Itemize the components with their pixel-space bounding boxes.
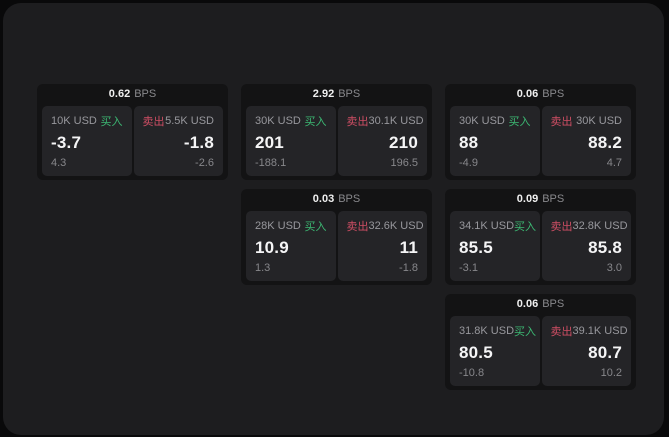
- sell-delta: 4.7: [606, 157, 622, 169]
- bps-value: 2.92: [312, 88, 335, 100]
- card-body: 31.8K USD 买入 80.5 -10.8 卖出 39.1K USD 80.…: [445, 315, 636, 390]
- sell-amount: 5.5K USD: [165, 115, 214, 127]
- quote-card-grid: 0.62 BPS 10K USD 买入 -3.7 4.3 卖出 5.5K USD: [37, 84, 636, 390]
- sell-delta: 3.0: [606, 262, 622, 274]
- bps-value: 0.06: [516, 298, 539, 310]
- buy-value: 201: [255, 133, 284, 152]
- buy-amount: 10K USD: [51, 115, 97, 127]
- buy-tag: 买入: [508, 116, 531, 128]
- bps-unit-label: BPS: [338, 193, 361, 205]
- bps-value: 0.62: [108, 88, 131, 100]
- buy-tag: 买入: [304, 116, 327, 128]
- card-body: 34.1K USD 买入 85.5 -3.1 卖出 32.8K USD 85.8…: [445, 210, 636, 285]
- sell-amount: 39.1K USD: [572, 325, 628, 337]
- sell-delta: -1.8: [399, 262, 418, 274]
- sell-amount: 30K USD: [576, 115, 622, 127]
- card-header: 0.09 BPS: [445, 189, 636, 210]
- buy-value: 10.9: [255, 238, 289, 257]
- card-body: 30K USD 买入 88 -4.9 卖出 30K USD 88.2 4.7: [445, 105, 636, 180]
- sell-tile[interactable]: 卖出 32.6K USD 11 -1.8: [337, 211, 427, 281]
- sell-amount: 32.8K USD: [572, 220, 628, 232]
- card-header: 0.03 BPS: [241, 189, 432, 210]
- buy-tile[interactable]: 30K USD 买入 201 -188.1: [246, 106, 336, 176]
- sell-value: 85.8: [588, 238, 622, 257]
- buy-tag: 买入: [514, 221, 537, 233]
- buy-delta: 4.3: [51, 157, 67, 169]
- bps-value: 0.03: [312, 193, 335, 205]
- sell-tag: 卖出: [346, 116, 369, 128]
- buy-tile[interactable]: 31.8K USD 买入 80.5 -10.8: [450, 316, 540, 386]
- bps-value: 0.06: [516, 88, 539, 100]
- buy-amount: 30K USD: [255, 115, 301, 127]
- card-header: 0.62 BPS: [37, 84, 228, 105]
- sell-tag: 卖出: [142, 116, 165, 128]
- card-body: 30K USD 买入 201 -188.1 卖出 30.1K USD 210 1…: [241, 105, 432, 180]
- sell-value: 11: [399, 238, 418, 257]
- sell-tag: 卖出: [550, 326, 573, 338]
- sell-delta: -2.6: [195, 157, 214, 169]
- buy-value: 85.5: [459, 238, 493, 257]
- bps-unit-label: BPS: [542, 193, 565, 205]
- sell-tag: 卖出: [346, 221, 369, 233]
- quote-card: 0.06 BPS 30K USD 买入 88 -4.9 卖出 30K USD: [445, 84, 636, 180]
- sell-tile[interactable]: 卖出 30.1K USD 210 196.5: [337, 106, 427, 176]
- buy-tile[interactable]: 30K USD 买入 88 -4.9: [450, 106, 540, 176]
- quote-card: 0.62 BPS 10K USD 买入 -3.7 4.3 卖出 5.5K USD: [37, 84, 228, 180]
- buy-delta: -10.8: [459, 367, 485, 379]
- sell-amount: 32.6K USD: [368, 220, 424, 232]
- sell-value: 210: [389, 133, 418, 152]
- buy-delta: 1.3: [255, 262, 271, 274]
- sell-value: 88.2: [588, 133, 622, 152]
- buy-tag: 买入: [514, 326, 537, 338]
- buy-tag: 买入: [304, 221, 327, 233]
- buy-value: 80.5: [459, 343, 493, 362]
- buy-amount: 28K USD: [255, 220, 301, 232]
- card-body: 10K USD 买入 -3.7 4.3 卖出 5.5K USD -1.8 -2.…: [37, 105, 228, 180]
- buy-value: -3.7: [51, 133, 82, 152]
- buy-value: 88: [459, 133, 479, 152]
- buy-tag: 买入: [100, 116, 123, 128]
- buy-delta: -4.9: [459, 157, 478, 169]
- bps-unit-label: BPS: [542, 88, 565, 100]
- sell-tile[interactable]: 卖出 30K USD 88.2 4.7: [541, 106, 631, 176]
- quote-card: 0.06 BPS 31.8K USD 买入 80.5 -10.8 卖出 39.1…: [445, 294, 636, 390]
- buy-amount: 31.8K USD: [459, 325, 515, 337]
- sell-delta: 196.5: [390, 157, 418, 169]
- sell-tile[interactable]: 卖出 32.8K USD 85.8 3.0: [541, 211, 631, 281]
- card-body: 28K USD 买入 10.9 1.3 卖出 32.6K USD 11 -1.8: [241, 210, 432, 285]
- sell-value: 80.7: [588, 343, 622, 362]
- sell-tag: 卖出: [550, 221, 573, 233]
- sell-value: -1.8: [183, 133, 214, 152]
- sell-tile[interactable]: 卖出 39.1K USD 80.7 10.2: [541, 316, 631, 386]
- quote-card: 0.03 BPS 28K USD 买入 10.9 1.3 卖出 32.6K US…: [241, 189, 432, 285]
- card-header: 2.92 BPS: [241, 84, 432, 105]
- buy-delta: -3.1: [459, 262, 478, 274]
- sell-tile[interactable]: 卖出 5.5K USD -1.8 -2.6: [133, 106, 223, 176]
- buy-delta: -188.1: [255, 157, 287, 169]
- buy-amount: 30K USD: [459, 115, 505, 127]
- buy-tile[interactable]: 34.1K USD 买入 85.5 -3.1: [450, 211, 540, 281]
- bps-value: 0.09: [516, 193, 539, 205]
- card-header: 0.06 BPS: [445, 84, 636, 105]
- sell-delta: 10.2: [600, 367, 622, 379]
- buy-tile[interactable]: 28K USD 买入 10.9 1.3: [246, 211, 336, 281]
- buy-tile[interactable]: 10K USD 买入 -3.7 4.3: [42, 106, 132, 176]
- card-header: 0.06 BPS: [445, 294, 636, 315]
- bps-unit-label: BPS: [542, 298, 565, 310]
- bps-unit-label: BPS: [134, 88, 157, 100]
- quote-card: 2.92 BPS 30K USD 买入 201 -188.1 卖出 30.1K …: [241, 84, 432, 180]
- buy-amount: 34.1K USD: [459, 220, 515, 232]
- quote-card: 0.09 BPS 34.1K USD 买入 85.5 -3.1 卖出 32.8K…: [445, 189, 636, 285]
- bps-unit-label: BPS: [338, 88, 361, 100]
- sell-tag: 卖出: [550, 116, 573, 128]
- sell-amount: 30.1K USD: [368, 115, 424, 127]
